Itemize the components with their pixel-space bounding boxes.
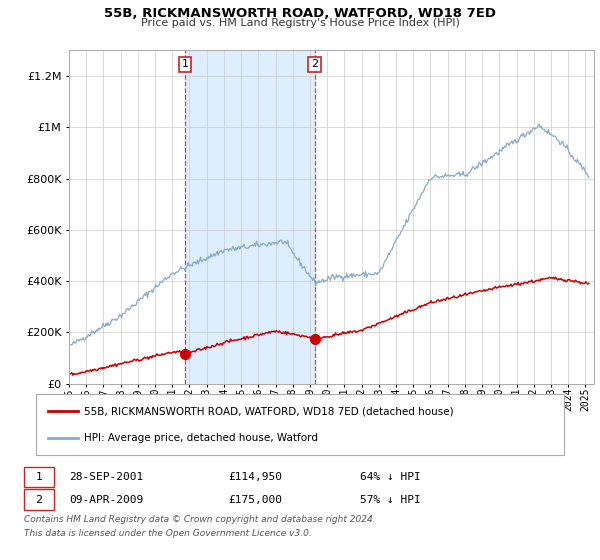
Text: 57% ↓ HPI: 57% ↓ HPI bbox=[360, 494, 421, 505]
Text: HPI: Average price, detached house, Watford: HPI: Average price, detached house, Watf… bbox=[84, 433, 318, 443]
Text: £114,950: £114,950 bbox=[228, 472, 282, 482]
Text: 64% ↓ HPI: 64% ↓ HPI bbox=[360, 472, 421, 482]
Text: Price paid vs. HM Land Registry's House Price Index (HPI): Price paid vs. HM Land Registry's House … bbox=[140, 18, 460, 29]
Text: 2: 2 bbox=[35, 494, 43, 505]
Text: 1: 1 bbox=[35, 472, 43, 482]
Text: 09-APR-2009: 09-APR-2009 bbox=[69, 494, 143, 505]
Bar bbox=[185, 50, 314, 384]
Text: 1: 1 bbox=[182, 59, 188, 69]
Text: Contains HM Land Registry data © Crown copyright and database right 2024.: Contains HM Land Registry data © Crown c… bbox=[24, 515, 376, 524]
Text: 55B, RICKMANSWORTH ROAD, WATFORD, WD18 7ED (detached house): 55B, RICKMANSWORTH ROAD, WATFORD, WD18 7… bbox=[84, 406, 454, 416]
Text: 2: 2 bbox=[311, 59, 318, 69]
Text: 55B, RICKMANSWORTH ROAD, WATFORD, WD18 7ED: 55B, RICKMANSWORTH ROAD, WATFORD, WD18 7… bbox=[104, 7, 496, 20]
Text: £175,000: £175,000 bbox=[228, 494, 282, 505]
Text: 28-SEP-2001: 28-SEP-2001 bbox=[69, 472, 143, 482]
Text: This data is licensed under the Open Government Licence v3.0.: This data is licensed under the Open Gov… bbox=[24, 529, 312, 538]
